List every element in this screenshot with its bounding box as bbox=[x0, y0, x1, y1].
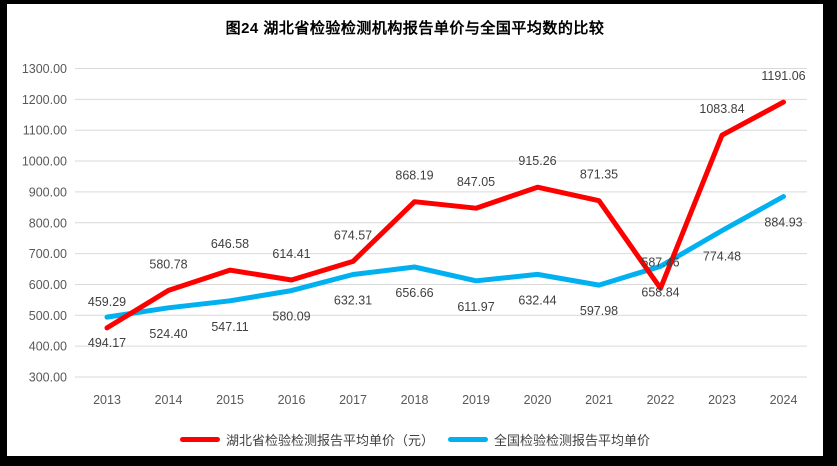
x-axis-tick-label: 2022 bbox=[647, 393, 675, 407]
data-label: 459.29 bbox=[88, 295, 126, 309]
series-line bbox=[104, 194, 786, 320]
y-axis-tick-label: 1300.00 bbox=[22, 62, 67, 76]
legend-item-national: 全国检验检测报告平均单价 bbox=[448, 430, 650, 449]
legend-line-swatch-red bbox=[179, 437, 220, 442]
data-label: 774.48 bbox=[703, 250, 741, 264]
data-label: 656.66 bbox=[395, 286, 433, 300]
y-axis-tick-label: 500.00 bbox=[29, 309, 67, 323]
data-label: 915.26 bbox=[518, 154, 556, 168]
x-axis-tick-label: 2024 bbox=[770, 393, 798, 407]
x-axis-tick-label: 2016 bbox=[278, 393, 306, 407]
x-axis-tick-label: 2013 bbox=[93, 393, 121, 407]
chart-title: 图24 湖北省检验检测机构报告单价与全国平均数的比较 bbox=[225, 20, 605, 37]
y-axis-tick-label: 1100.00 bbox=[23, 124, 67, 138]
data-label: 847.05 bbox=[457, 175, 495, 189]
y-axis-tick-label: 900.00 bbox=[29, 185, 67, 199]
data-label: 1083.84 bbox=[699, 102, 744, 116]
y-axis-tick-label: 1000.00 bbox=[22, 155, 67, 169]
y-axis-tick-label: 800.00 bbox=[29, 216, 67, 230]
y-axis-tick-label: 300.00 bbox=[29, 371, 67, 385]
data-label: 614.41 bbox=[272, 247, 310, 261]
legend-label-hubei: 湖北省检验检测报告平均单价（元） bbox=[225, 433, 434, 448]
data-label: 1191.06 bbox=[761, 69, 805, 83]
data-label: 646.58 bbox=[211, 237, 249, 251]
data-label: 587.46 bbox=[641, 255, 679, 269]
legend-line-swatch-blue bbox=[448, 437, 488, 442]
data-label: 674.57 bbox=[334, 228, 372, 242]
x-axis-tick-label: 2020 bbox=[524, 393, 552, 407]
data-label: 597.98 bbox=[580, 304, 618, 318]
data-label: 632.31 bbox=[334, 293, 372, 307]
x-axis-tick-label: 2015 bbox=[216, 393, 244, 407]
data-label: 580.09 bbox=[272, 310, 310, 324]
y-axis-tick-label: 700.00 bbox=[29, 247, 67, 261]
data-label: 611.97 bbox=[457, 300, 494, 314]
legend-label-national: 全国检验检测报告平均单价 bbox=[494, 433, 651, 448]
line-chart: 300.00 400.00 500.00 600.00 700.00 800.00 900.… bbox=[22, 62, 807, 407]
y-axis-tick-label: 400.00 bbox=[29, 340, 67, 354]
x-axis-tick-label: 2014 bbox=[155, 393, 183, 407]
legend-item-hubei: 湖北省检验检测报告平均单价（元） bbox=[179, 430, 434, 449]
chart-legend: 湖北省检验检测报告平均单价（元） 全国检验检测报告平均单价 bbox=[7, 430, 823, 449]
chart-area: 图24 湖北省检验检测机构报告单价与全国平均数的比较 300.00 400.00 5… bbox=[7, 4, 823, 456]
data-label: 580.78 bbox=[149, 257, 187, 271]
x-axis-tick-label: 2023 bbox=[708, 393, 736, 407]
x-axis-tick-label: 2017 bbox=[339, 393, 367, 407]
data-label: 868.19 bbox=[395, 169, 433, 183]
data-label: 632.44 bbox=[518, 293, 556, 307]
data-label: 658.84 bbox=[641, 285, 679, 299]
data-label: 494.17 bbox=[88, 336, 126, 350]
y-axis-tick-label: 600.00 bbox=[29, 278, 67, 292]
y-axis-tick-label: 1200.00 bbox=[22, 93, 67, 107]
x-axis-tick-label: 2019 bbox=[462, 393, 490, 407]
data-label: 524.40 bbox=[149, 327, 187, 341]
data-label: 884.93 bbox=[764, 216, 802, 230]
data-label: 547.11 bbox=[211, 320, 248, 334]
x-axis-tick-label: 2021 bbox=[585, 393, 613, 407]
x-axis-tick-label: 2018 bbox=[401, 393, 429, 407]
data-label: 871.35 bbox=[580, 168, 618, 182]
series-line bbox=[104, 99, 786, 331]
